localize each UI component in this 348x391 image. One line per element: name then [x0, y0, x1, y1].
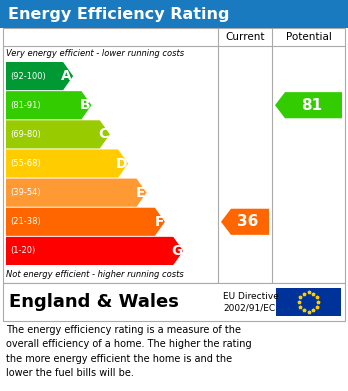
Text: B: B	[80, 98, 90, 112]
Text: 36: 36	[237, 214, 259, 229]
Text: (55-68): (55-68)	[10, 159, 41, 168]
Text: C: C	[98, 127, 109, 142]
Text: The energy efficiency rating is a measure of the
overall efficiency of a home. T: The energy efficiency rating is a measur…	[6, 325, 252, 378]
Text: Potential: Potential	[286, 32, 331, 42]
Text: England & Wales: England & Wales	[9, 293, 179, 311]
Polygon shape	[221, 209, 269, 235]
Text: E: E	[136, 186, 145, 200]
Polygon shape	[6, 237, 183, 265]
Polygon shape	[6, 149, 128, 178]
Polygon shape	[6, 62, 73, 90]
Text: Current: Current	[225, 32, 265, 42]
Bar	[0, 0, 348, 28]
Text: Very energy efficient - lower running costs: Very energy efficient - lower running co…	[6, 49, 184, 58]
Bar	[276, 288, 341, 316]
Bar	[3, 28, 345, 283]
Text: Not energy efficient - higher running costs: Not energy efficient - higher running co…	[6, 270, 184, 279]
Text: G: G	[171, 244, 182, 258]
Text: 81: 81	[301, 98, 322, 113]
Text: F: F	[155, 215, 164, 229]
Polygon shape	[6, 179, 147, 207]
Text: (39-54): (39-54)	[10, 188, 41, 197]
Polygon shape	[6, 91, 92, 119]
Polygon shape	[275, 92, 342, 118]
Text: EU Directive
2002/91/EC: EU Directive 2002/91/EC	[223, 292, 279, 312]
Polygon shape	[6, 120, 110, 149]
Bar	[3, 283, 345, 321]
Text: Energy Efficiency Rating: Energy Efficiency Rating	[8, 7, 229, 22]
Text: (92-100): (92-100)	[10, 72, 46, 81]
Text: (69-80): (69-80)	[10, 130, 41, 139]
Text: D: D	[116, 156, 127, 170]
Text: (1-20): (1-20)	[10, 246, 35, 255]
Polygon shape	[6, 208, 165, 236]
Text: (21-38): (21-38)	[10, 217, 41, 226]
Text: (81-91): (81-91)	[10, 101, 41, 110]
Text: A: A	[61, 69, 72, 83]
